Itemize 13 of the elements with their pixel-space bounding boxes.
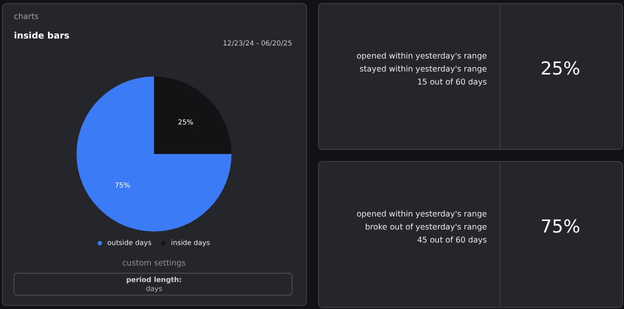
text: 25% <box>540 58 580 80</box>
text: broke out of yesterday's range <box>365 222 487 232</box>
text: charts <box>14 12 39 21</box>
pie-slice <box>76 76 232 232</box>
text: 45 out of 60 days <box>417 235 487 244</box>
pie-slice <box>154 76 232 154</box>
text: 75% <box>540 216 580 238</box>
text: stayed within yesterday's range <box>360 64 487 74</box>
chart-title: inside bars <box>14 32 70 42</box>
text: custom settings <box>122 258 186 268</box>
text: opened within yesterday's range <box>356 210 487 219</box>
text: opened within yesterday's range <box>356 52 487 61</box>
text: 15 out of 60 days <box>417 77 487 86</box>
